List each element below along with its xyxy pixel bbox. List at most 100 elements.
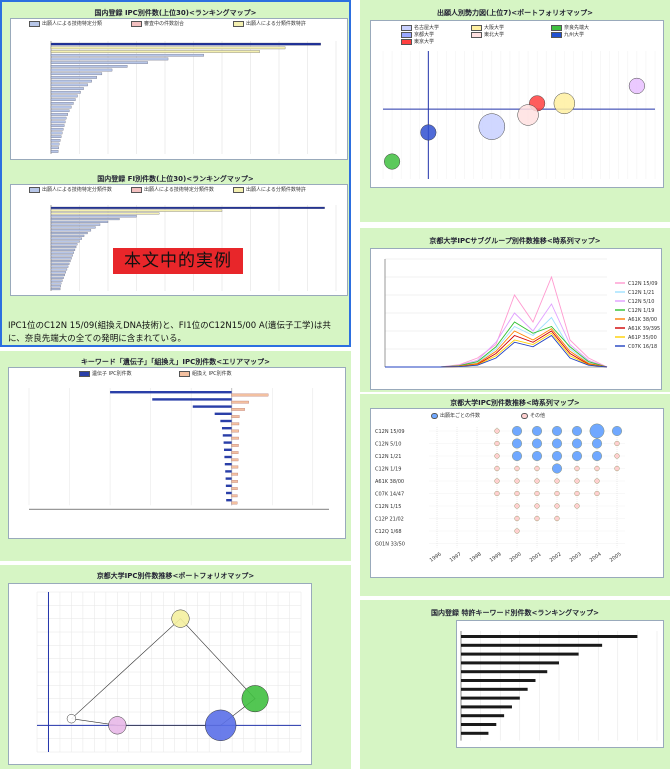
applicant-portfolio-bubbles: [371, 45, 663, 185]
bar: [51, 255, 73, 257]
keyword-ranking-bars: [457, 621, 663, 747]
bubble: [554, 93, 575, 114]
legend-swatch: [233, 21, 244, 27]
bar-left: [226, 499, 232, 501]
bar: [51, 283, 61, 285]
fi-ranking-chart: 出願人による技術特定分類件数 出願人による技術特定分類件数 出願人による分類件数…: [10, 184, 348, 296]
bar: [51, 54, 204, 56]
legend-swatch: [131, 21, 142, 27]
year-label: 1999: [489, 551, 503, 563]
legend-swatch: [179, 371, 190, 377]
bubble: [592, 451, 602, 461]
legend-swatch: [551, 25, 562, 31]
bar-right: [232, 451, 239, 453]
bar-right: [232, 495, 238, 497]
bar: [51, 87, 84, 89]
fi-ranking-bars: [11, 195, 347, 293]
bubble: [572, 451, 582, 461]
bar-right: [232, 473, 238, 475]
year-label: 2000: [509, 551, 523, 563]
bar-left: [226, 492, 232, 494]
subgroup-timeseries-chart: C12N 15/09C12N 1/21C12N 5/10C12N 1/19A61…: [370, 248, 662, 390]
bar: [51, 232, 87, 234]
bar: [51, 215, 137, 217]
bar: [461, 714, 504, 717]
row-label: C12N 1/19: [375, 467, 401, 473]
bar: [51, 269, 67, 271]
bar-left: [224, 456, 231, 458]
bubble: [518, 105, 539, 126]
applicant-portfolio-title: 出願人別勢力図(上位7)<ポートフォリオマップ>: [360, 8, 670, 18]
bubble: [242, 685, 268, 711]
bar: [51, 221, 108, 223]
bubble: [421, 125, 437, 141]
ipc-ranking-chart: 出願人による技術特定分類 審査中の件数割合 出願人による分類件数特許: [10, 18, 348, 160]
bar-right: [232, 423, 239, 425]
bar: [51, 99, 75, 101]
ipc-ranking-title: 国内登録 IPC別件数(上位30)<ランキングマップ>: [2, 8, 349, 18]
bar: [51, 84, 88, 86]
bar: [51, 218, 119, 220]
bubble: [515, 466, 520, 471]
bubble: [532, 426, 542, 436]
bubble: [555, 491, 560, 496]
bar: [51, 65, 127, 67]
bubble: [67, 714, 76, 723]
bar: [51, 224, 100, 226]
bubble: [575, 466, 580, 471]
year-label: 2001: [529, 551, 543, 563]
ipc-timeseries-title: 京都大学IPC別件数推移<時系列マップ>: [360, 398, 670, 408]
bar: [51, 150, 58, 152]
legend-label: 遺伝子 IPC別件数: [92, 371, 132, 377]
legend-swatch: [401, 39, 412, 45]
bar: [51, 73, 102, 75]
bar: [51, 235, 84, 237]
bar-left: [215, 413, 232, 415]
bar-right: [232, 444, 239, 446]
kyoto-portfolio-bubbles: [9, 584, 311, 764]
bar: [51, 110, 69, 112]
legend-label: 審査中の件数割合: [144, 21, 184, 27]
legend-label: 出願人による技術特定分類: [42, 21, 102, 27]
bubble: [205, 710, 236, 741]
bar: [51, 113, 68, 115]
bubble: [479, 114, 505, 140]
bar-right: [232, 394, 268, 396]
bubble: [615, 441, 620, 446]
ipc-timeseries-chart: 出願年ごとの件数 その他 C12N 15/09C12N 5/10C12N 1/2…: [370, 408, 664, 578]
legend-swatch: [29, 21, 40, 27]
bar-left: [226, 477, 232, 479]
legend-label: C12N 1/21: [628, 290, 654, 296]
bar: [51, 102, 73, 104]
bubble: [535, 466, 540, 471]
bubble: [384, 154, 400, 170]
bar-right: [232, 487, 238, 489]
row-label: C12N 15/09: [375, 429, 405, 435]
legend-label: C07K 16/18: [628, 344, 657, 350]
bar: [51, 229, 91, 231]
row-label: A61K 38/00: [375, 479, 404, 485]
legend-label: 九州大学: [564, 32, 584, 38]
bar: [51, 252, 74, 254]
bar-left: [110, 391, 232, 393]
subgroup-timeseries-title: 京都大学IPCサブグループ別件数推移<時系列マップ>: [360, 236, 670, 246]
row-label: C12Q 1/68: [375, 529, 402, 535]
bar-left: [222, 427, 232, 429]
keyword-ranking-panel: 国内登録 特許キーワード別件数<ランキングマップ>: [360, 600, 670, 769]
keyword-ranking-title: 国内登録 特許キーワード別件数<ランキングマップ>: [360, 608, 670, 618]
bar: [51, 243, 77, 245]
legend-label: A61K 38/00: [628, 317, 657, 323]
year-label: 2004: [589, 551, 603, 563]
fi-ranking-title: 国内登録 FI別件数(上位30)<ランキングマップ>: [2, 174, 349, 184]
bar: [51, 76, 97, 78]
subgroup-timeseries-lines: C12N 15/09C12N 1/21C12N 5/10C12N 1/19A61…: [371, 249, 661, 389]
legend-label: C12N 5/10: [628, 299, 654, 305]
legend-label: C12N 15/09: [628, 281, 658, 287]
bar: [51, 147, 59, 149]
bar: [51, 288, 60, 290]
bubble: [109, 717, 127, 735]
bar: [51, 47, 285, 49]
bubble: [552, 464, 562, 474]
bar-left: [224, 449, 232, 451]
kyoto-portfolio-chart: [8, 583, 312, 765]
